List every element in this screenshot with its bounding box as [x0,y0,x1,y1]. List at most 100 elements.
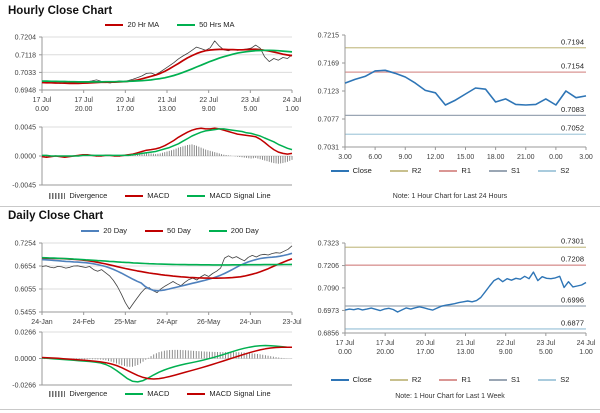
legend-label: MACD [147,191,170,200]
y-tick-label: 0.0000 [15,356,37,363]
x-tick-label: 1.00 [285,106,299,113]
hourly-ma-legend: 20 Hr MA 50 Hrs MA [40,20,300,29]
x-tick-label: 24-Feb [73,319,95,326]
y-tick-label: 0.7254 [15,241,37,248]
pivot-label-r2: 0.7301 [561,237,584,246]
x-tick-label: 3.00 [579,154,593,161]
x-tick-label: 9.00 [398,154,412,161]
legend-label: R2 [411,166,422,175]
daily-macd-legend: Divergence MACD MACD Signal Line [20,389,300,398]
y-tick-label: 0.7215 [318,33,340,40]
pivot-label-s1: 0.7083 [561,105,584,114]
y-tick-label: 0.6973 [318,308,340,315]
legend-item-divergence: Divergence [49,389,107,398]
daily-close-chart: 0.7254 0.6654 0.6055 0.5455 24-Jan 24-Feb 25-M… [15,241,302,327]
legend-label: 50 Day [167,226,191,235]
y-tick-label: 0.7323 [318,241,340,248]
line-swatch-icon [330,378,349,381]
legend-label: Close [352,166,372,175]
weekly-pivot-chart: 0.7301 0.7208 0.6996 0.6877 0.7323 0.7206 0.70… [318,237,596,356]
x-tick-label: 18.00 [487,154,505,161]
legend-label: Divergence [69,191,108,200]
y-tick-label: 0.7123 [318,89,340,96]
y-tick-label: 0.7204 [15,35,37,42]
legend-label: MACD Signal Line [209,191,271,200]
legend-item-s2: S2 [538,375,569,384]
series-20-hr-ma [41,48,293,85]
legend-item-20-hr-ma: 20 Hr MA [105,20,159,29]
hourly-pivot-note: Note: 1 Hour Chart for Last 24 Hours [392,193,508,200]
hourly-macd-legend: Divergence MACD MACD Signal Line [20,191,300,200]
line-swatch-icon [330,169,349,172]
line-swatch-icon [538,169,557,172]
y-tick-label: -0.0045 [12,183,36,190]
series-macd [41,344,293,383]
line-swatch-icon [439,378,458,381]
x-tick-label: 13.00 [457,349,475,356]
legend-label: 200 Day [230,226,259,235]
section-divider [0,206,600,207]
y-tick-label: 0.7090 [318,285,340,292]
legend-item-close: Close [330,375,372,384]
y-tick-label: 0.6654 [15,264,37,271]
line-swatch-icon [489,169,507,172]
x-tick-label: 20 Jul [416,340,435,347]
x-tick-label: 6.00 [368,154,382,161]
x-tick-label: 0.00 [338,349,352,356]
legend-item-macd-signal-line: MACD Signal Line [187,191,271,200]
x-tick-label: 20.00 [75,106,93,113]
x-tick-label: 24-Jan [31,319,53,326]
pivot-label-r2: 0.7194 [561,37,584,46]
x-tick-label: 26-May [197,319,221,326]
y-tick-label: 0.0266 [15,330,37,337]
y-tick-label: 0.7033 [15,70,37,77]
y-tick-label: 0.7031 [318,145,340,152]
series-20-day [41,252,293,292]
divergence-swatch-icon [49,390,66,397]
line-swatch-icon [125,194,144,197]
legend-label: 20 Day [103,226,128,235]
line-swatch-icon [489,378,507,381]
x-tick-label: 17 Jul [74,97,93,104]
legend-item-50-hrs-ma: 50 Hrs MA [177,20,235,29]
legend-label: S1 [511,166,521,175]
x-tick-label: 17 Jul [33,97,52,104]
page-bottom-border [0,409,600,410]
line-swatch-icon [187,392,206,395]
y-tick-label: 0.7169 [318,61,340,68]
legend-item-close: Close [330,166,372,175]
hourly-macd-chart: 0.0045 0.0000 -0.0045 [12,125,293,190]
series-macd-signal-line [42,128,293,157]
x-tick-label: 5.00 [244,106,258,113]
x-tick-label: 24 Jul [283,97,302,104]
x-tick-label: 20 Jul [116,97,135,104]
x-tick-label: 23 Jul [241,97,260,104]
x-tick-label: 24-Jun [240,319,262,326]
line-swatch-icon [208,229,227,232]
x-tick-label: 5.00 [539,349,553,356]
daily-macd-chart: 0.0266 0.0000 -0.0266 [12,330,293,390]
series-daily-close [41,245,293,310]
x-tick-label: 3.00 [338,154,352,161]
legend-item-20-day: 20 Day [81,226,127,235]
pivot-label-s2: 0.6877 [561,318,584,327]
y-tick-label: 0.0000 [15,154,37,161]
legend-label: 20 Hr MA [127,20,160,29]
hourly-close-chart: 0.7204 0.7118 0.7033 0.6948 17 Jul 0.00 17 Jul… [15,35,302,114]
x-tick-label: 1.00 [579,349,593,356]
y-tick-label: 0.6948 [15,88,37,95]
x-tick-label: 25-Mar [114,319,137,326]
line-swatch-icon [389,169,408,172]
x-tick-label: 21.00 [517,154,535,161]
line-swatch-icon [145,229,164,232]
pivot-label-r1: 0.7208 [561,255,584,264]
x-tick-label: 17 Jul [376,340,395,347]
legend-item-r2: R2 [389,375,421,384]
legend-label: S2 [560,375,570,384]
series-50-hrs-ma [42,49,293,83]
x-tick-label: 22 Jul [496,340,515,347]
y-tick-label: 0.6856 [318,331,340,338]
x-tick-label: 20.00 [376,349,394,356]
daily-ma-legend: 20 Day 50 Day 200 Day [40,226,300,235]
x-tick-label: 17.00 [417,349,435,356]
